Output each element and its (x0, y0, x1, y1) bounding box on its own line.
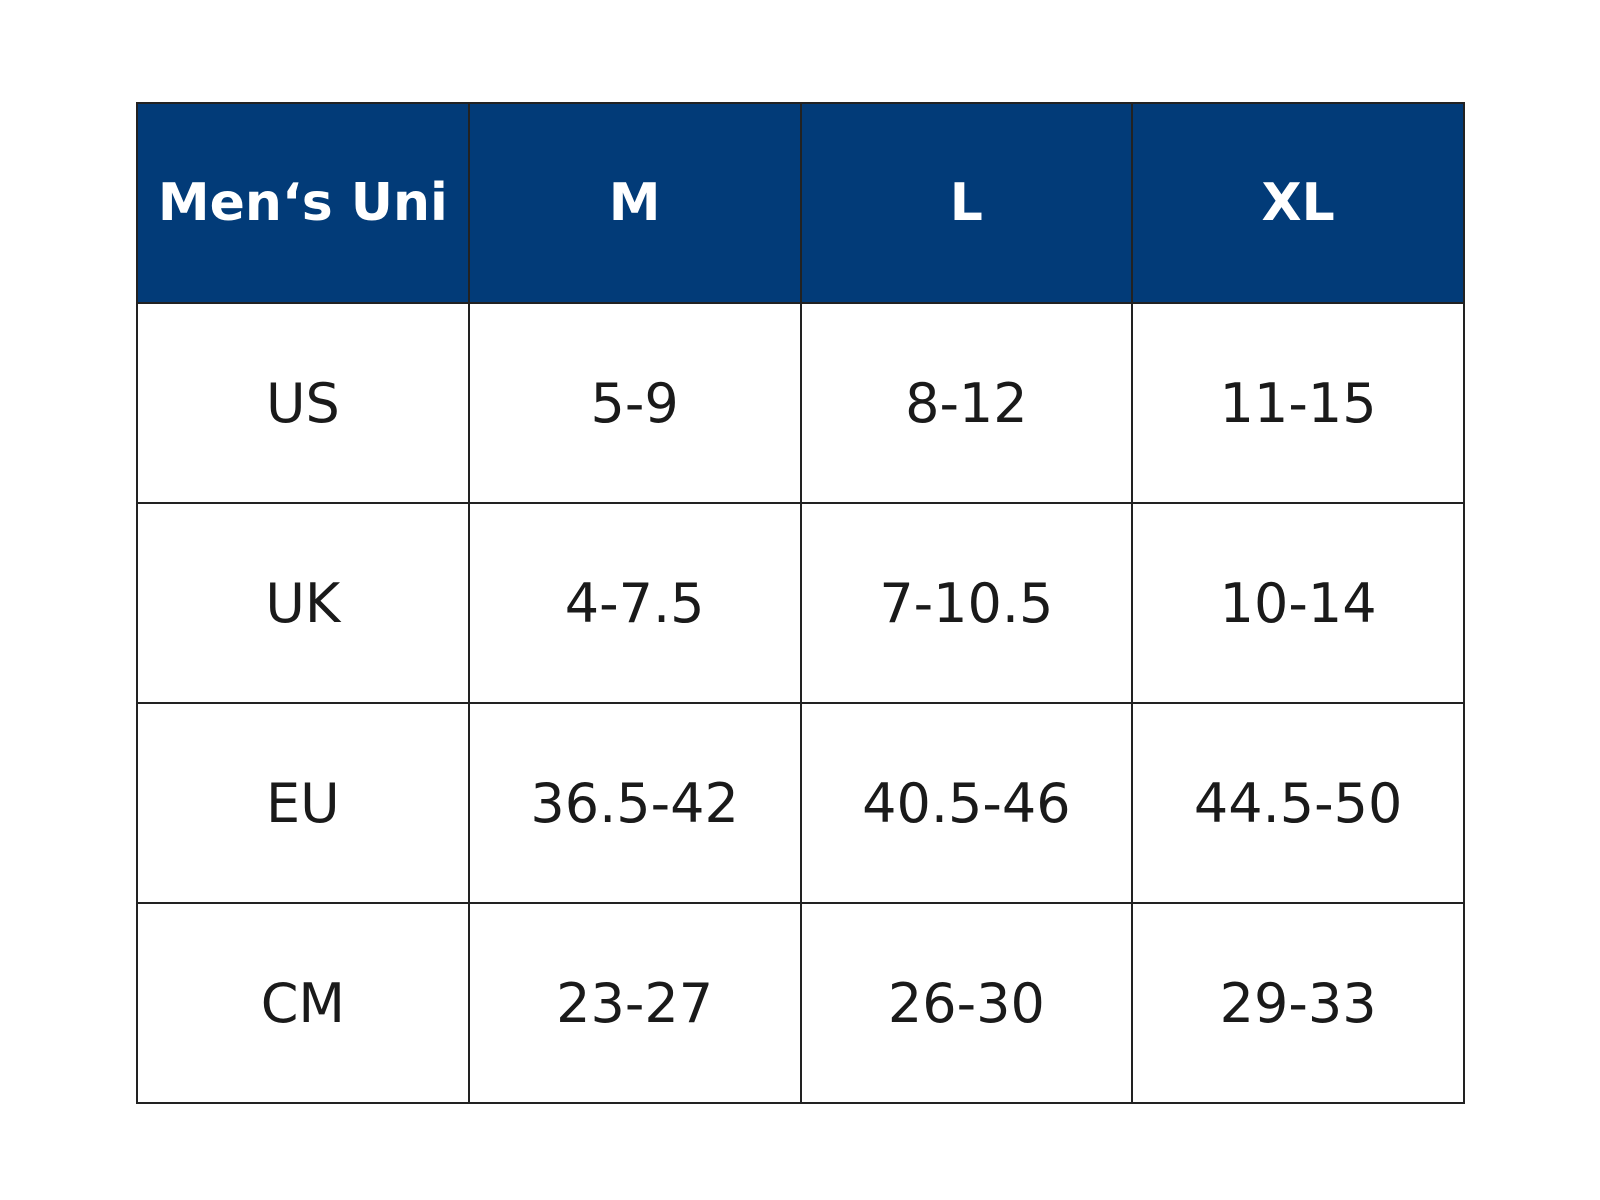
header-cell: XL (1131, 102, 1465, 304)
size-cell: 4-7.5 (467, 502, 802, 704)
row-label: EU (136, 702, 470, 904)
header-row: Men‘s Uni M L XL (136, 102, 1465, 304)
row-label: CM (136, 902, 470, 1104)
header-cell: M (467, 102, 802, 304)
size-table: Men‘s Uni M L XL US 5-9 8-12 11-15 UK 4-7.5 7-10.… (136, 102, 1465, 1104)
table-row: UK 4-7.5 7-10.5 10-14 (136, 502, 1465, 704)
size-cell: 29-33 (1131, 902, 1465, 1104)
size-cell: 8-12 (799, 302, 1134, 504)
size-cell: 7-10.5 (799, 502, 1134, 704)
table-row: EU 36.5-42 40.5-46 44.5-50 (136, 702, 1465, 904)
size-cell: 26-30 (799, 902, 1134, 1104)
header-cell: L (799, 102, 1134, 304)
header-cell: Men‘s Uni (136, 102, 470, 304)
size-cell: 40.5-46 (799, 702, 1134, 904)
size-cell: 11-15 (1131, 302, 1465, 504)
size-cell: 23-27 (467, 902, 802, 1104)
size-cell: 36.5-42 (467, 702, 802, 904)
table-row: US 5-9 8-12 11-15 (136, 302, 1465, 504)
row-label: UK (136, 502, 470, 704)
size-cell: 44.5-50 (1131, 702, 1465, 904)
size-cell: 5-9 (467, 302, 802, 504)
size-cell: 10-14 (1131, 502, 1465, 704)
table-row: CM 23-27 26-30 29-33 (136, 902, 1465, 1104)
table-body: US 5-9 8-12 11-15 UK 4-7.5 7-10.5 10-14 EU 36.5-4… (136, 302, 1465, 1104)
row-label: US (136, 302, 470, 504)
table-header: Men‘s Uni M L XL (136, 102, 1465, 304)
